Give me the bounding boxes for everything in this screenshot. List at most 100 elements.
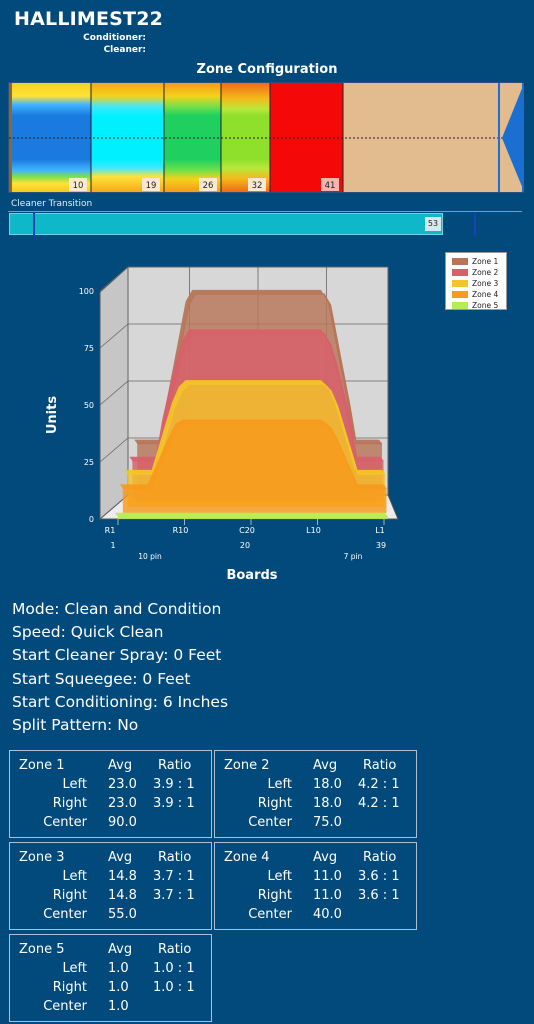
right-label: Right [52, 888, 87, 903]
center-label: Center [248, 815, 292, 830]
y-tick-label: 100 [79, 287, 94, 296]
series-zone-5 [115, 512, 388, 519]
avg-header: Avg [108, 942, 133, 957]
gridline-side [99, 266, 129, 292]
y-tick-label: 0 [89, 515, 94, 524]
zone-marker-3: 26 [199, 178, 217, 191]
y-axis-title: Units [45, 396, 60, 434]
right-avg: 11.0 [313, 888, 342, 903]
x-axis-title: Boards [226, 568, 277, 583]
y-tick-label: 75 [84, 344, 94, 353]
right-label: Right [52, 796, 87, 811]
zone-marker-1: 10 [69, 178, 87, 191]
zone-marker-5: 41 [321, 178, 339, 191]
legend-label: Zone 2 [472, 268, 499, 277]
cleaner-transition-end-marker [474, 213, 476, 236]
zone-name: Zone 2 [224, 758, 270, 773]
board-number: 20 [240, 541, 250, 550]
center-label: Center [43, 815, 87, 830]
setting-start-cleaner-spray: Start Cleaner Spray: 0 Feet [12, 646, 222, 665]
board-number: 39 [376, 541, 386, 550]
left-label: Left [267, 869, 292, 884]
series-zone-4 [119, 419, 387, 513]
left-avg: 14.8 [108, 869, 137, 884]
legend-label: Zone 5 [472, 301, 499, 310]
board-label: R10 [173, 526, 189, 535]
legend-swatch [452, 302, 468, 309]
zone-box-4: Zone 4 Avg Ratio Left 11.0 3.6 : 1 Right 11.0 3.… [214, 842, 417, 930]
gridline-side [99, 437, 129, 463]
svg-text:32: 32 [252, 181, 263, 191]
cleaner-transition-bar [9, 213, 443, 235]
ratio-header: Ratio [158, 850, 192, 865]
setting-mode: Mode: Clean and Condition [12, 600, 222, 618]
chart-series [115, 289, 388, 519]
center-avg: 1.0 [108, 999, 129, 1014]
cleaner-transition-divider [8, 211, 522, 212]
right-label: Right [52, 980, 87, 995]
left-ratio: 3.9 : 1 [153, 777, 195, 792]
center-label: Center [43, 999, 87, 1014]
right-avg: 1.0 [108, 980, 129, 995]
pin-label: 10 pin [138, 552, 162, 561]
right-ratio: 1.0 : 1 [153, 980, 195, 995]
right-avg: 14.8 [108, 888, 137, 903]
ratio-header: Ratio [158, 942, 192, 957]
left-label: Left [267, 777, 292, 792]
legend-swatch [452, 269, 468, 276]
zone-box-3: Zone 3 Avg Ratio Left 14.8 3.7 : 1 Right 14.8 3.… [9, 842, 212, 930]
board-label: L10 [306, 526, 321, 535]
series-line [122, 422, 387, 490]
zone-marker-4: 32 [248, 178, 266, 191]
series-top-edge [115, 512, 388, 517]
series-line [132, 332, 384, 462]
setting-start-squeegee: Start Squeegee: 0 Feet [12, 669, 191, 688]
left-avg: 23.0 [108, 777, 137, 792]
left-avg: 18.0 [313, 777, 342, 792]
ratio-header: Ratio [363, 850, 397, 865]
center-avg: 90.0 [108, 815, 137, 830]
cleaner-transition-value: 53 [425, 217, 441, 231]
center-label: Center [43, 907, 87, 922]
zone-name: Zone 5 [19, 942, 65, 957]
left-ratio: 3.7 : 1 [153, 869, 195, 884]
legend-swatch [452, 280, 468, 287]
avg-header: Avg [313, 758, 338, 773]
zone-configuration-title: Zone Configuration [196, 62, 338, 77]
center-avg: 75.0 [313, 815, 342, 830]
y-tick-label: 25 [84, 458, 94, 467]
setting-speed: Speed: Quick Clean [12, 623, 164, 642]
zone-configuration-bar: 10 19 26 32 41 [8, 82, 524, 193]
setting-split-pattern: Split Pattern: No [12, 716, 139, 735]
cleaner-transition-start-marker [33, 213, 35, 236]
svg-text:41: 41 [325, 181, 336, 191]
zone-name: Zone 1 [19, 758, 65, 773]
chart-axes: 0 25 50 75 100 R1 R10 C20 L10 L1 1 20 39 10 pin 7 pin [79, 287, 386, 561]
zone-name: Zone 4 [224, 850, 270, 865]
zone-box-1: Zone 1 Avg Ratio Left 23.0 3.9 : 1 Right 23.0 3.… [9, 750, 212, 838]
conditioner-label: Conditioner: [83, 33, 146, 43]
left-label: Left [62, 961, 87, 976]
pin-label: 7 pin [344, 552, 363, 561]
ratio-header: Ratio [158, 758, 192, 773]
right-avg: 18.0 [313, 796, 342, 811]
left-avg: 11.0 [313, 869, 342, 884]
legend-label: Zone 1 [472, 257, 499, 266]
board-label: C20 [239, 526, 255, 535]
ratio-header: Ratio [363, 758, 397, 773]
zone-name: Zone 3 [19, 850, 65, 865]
legend-item-zone-3: Zone 3 [446, 279, 506, 289]
board-label: L1 [375, 526, 385, 535]
svg-text:10: 10 [73, 181, 84, 191]
avg-header: Avg [313, 850, 338, 865]
y-tick-label: 50 [84, 401, 94, 410]
cleaner-label: Cleaner: [103, 45, 146, 55]
pattern-title: HALLIMEST22 [14, 8, 164, 30]
right-label: Right [257, 888, 292, 903]
series-line [127, 383, 385, 475]
avg-header: Avg [108, 758, 133, 773]
left-label: Left [62, 869, 87, 884]
avg-header: Avg [108, 850, 133, 865]
legend-swatch [452, 291, 468, 298]
